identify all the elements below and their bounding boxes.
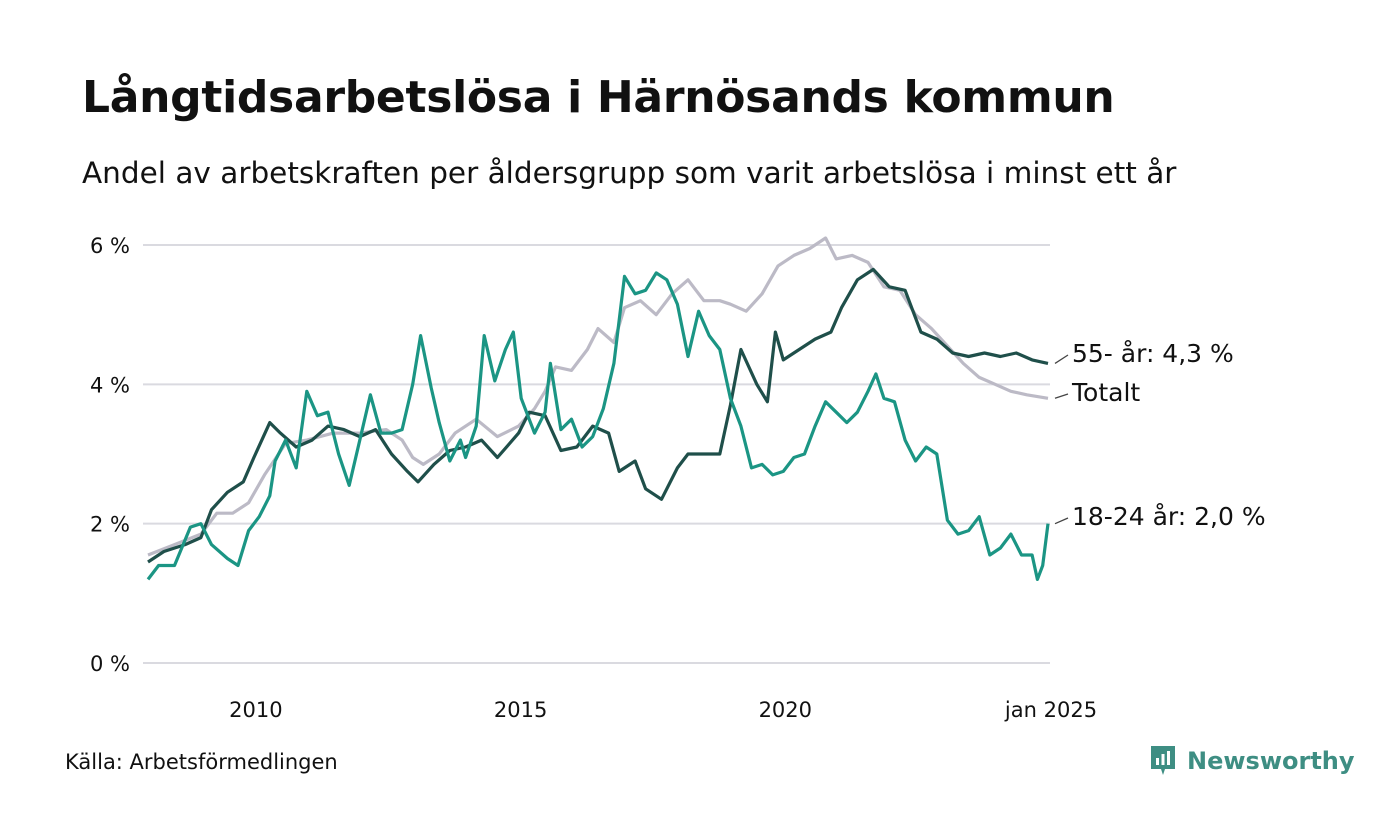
y-tick-label: 2 % bbox=[90, 513, 130, 537]
series-lines bbox=[146, 236, 1050, 581]
series-line-0 bbox=[147, 236, 1049, 557]
brand-name: Newsworthy bbox=[1187, 747, 1355, 775]
newsworthy-logo-icon bbox=[1151, 746, 1175, 775]
label-connector bbox=[1054, 354, 1069, 364]
chart-subtitle: Andel av arbetskraften per åldersgrupp s… bbox=[82, 156, 1177, 190]
series-end-label: Totalt bbox=[1071, 378, 1140, 407]
series-line-1 bbox=[147, 267, 1049, 564]
x-tick-label: jan 2025 bbox=[1004, 698, 1097, 722]
chart-title: Långtidsarbetslösa i Härnösands kommun bbox=[82, 72, 1115, 123]
label-connector bbox=[1054, 393, 1069, 399]
y-tick-label: 4 % bbox=[90, 373, 130, 397]
series-end-labels: 55- år: 4,3 % Totalt 18-24 år: 2,0 % bbox=[1054, 339, 1266, 531]
y-tick-label: 6 % bbox=[90, 234, 130, 258]
x-tick-label: 2020 bbox=[759, 698, 812, 722]
x-axis-labels: 2010 2015 2020 jan 2025 bbox=[229, 698, 1097, 722]
x-tick-label: 2015 bbox=[494, 698, 547, 722]
y-tick-label: 0 % bbox=[90, 652, 130, 676]
source-note: Källa: Arbetsförmedlingen bbox=[65, 750, 338, 774]
y-axis-labels: 0 % 2 % 4 % 6 % bbox=[90, 234, 130, 676]
series-end-label: 18-24 år: 2,0 % bbox=[1072, 502, 1266, 531]
x-tick-label: 2010 bbox=[229, 698, 282, 722]
label-connector bbox=[1054, 517, 1069, 525]
series-end-label: 55- år: 4,3 % bbox=[1072, 339, 1234, 368]
series-line-2 bbox=[146, 271, 1050, 581]
brand-logo: Newsworthy bbox=[1148, 744, 1355, 778]
gridlines bbox=[143, 244, 1050, 664]
